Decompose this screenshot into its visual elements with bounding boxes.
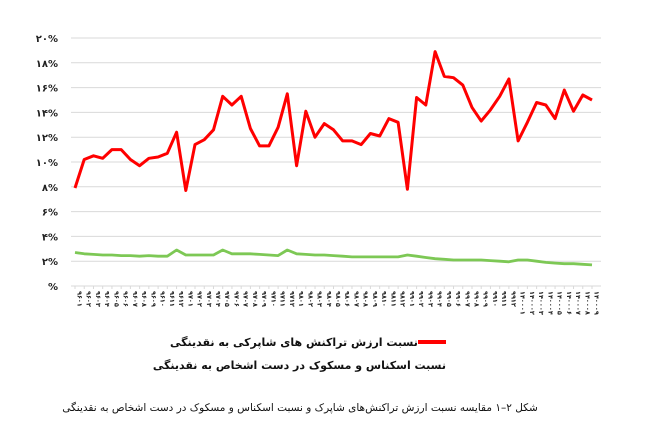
x-tick-label: ۹۸۰۵ [334, 291, 342, 307]
x-tick-label: ۹۸۰۸ [362, 291, 370, 307]
x-tick-label: ۹۶۰۹ [149, 291, 157, 307]
x-tick-label: ۱۴۰۰۰۹ [593, 291, 601, 315]
x-tick-label: ۹۹۰۵ [445, 291, 453, 307]
x-tick-label: ۹۸۰۳ [316, 291, 324, 307]
x-tick-label: ۹۶۰۵ [112, 291, 120, 307]
x-tick-label: ۹۹۰۳ [426, 291, 434, 307]
y-tick-label: ۶% [42, 208, 58, 219]
x-tick-label: ۹۸۰۲ [306, 291, 314, 307]
x-tick-label: ۹۹۰۶ [454, 291, 462, 307]
x-tick-label: ۹۶۰۳ [94, 291, 102, 307]
x-tick-label: ۹۸۰۹ [371, 291, 379, 307]
x-tick-label: ۹۹۱۰ [491, 291, 499, 307]
x-tick-label: ۹۸۰۷ [352, 291, 360, 307]
x-tick-label: ۹۶۰۸ [140, 291, 148, 307]
legend-item-shaparak: نسبت ارزش تراکنش های شاپرکی به نقدینگی [170, 332, 450, 352]
x-tick-label: ۹۸۱۱ [389, 291, 397, 307]
y-tick-label: ۱۶% [36, 84, 58, 95]
x-tick-label: ۹۹۱۱ [500, 291, 508, 307]
x-tick-label: ۹۷۰۵ [223, 291, 231, 307]
x-tick-label: ۹۸۰۱ [297, 291, 305, 307]
y-tick-label: ۱۴% [36, 108, 58, 119]
x-tick-label: ۹۷۰۴ [214, 291, 222, 307]
x-tick-label: ۹۷۰۷ [242, 291, 250, 307]
y-tick-label: ۱۲% [36, 133, 58, 144]
x-tick-label: ۹۷۱۰ [269, 291, 277, 307]
x-tick-label: ۱۴۰۰۰۳ [537, 291, 545, 315]
legend-label: نسبت اسکناس و مسکوک در دست اشخاص به نقدی… [152, 358, 446, 372]
y-tick-label: % [48, 282, 58, 293]
x-tick-label: ۹۶۰۶ [122, 291, 130, 307]
x-tick-label: ۱۴۰۰۰۷ [574, 291, 582, 315]
x-tick-label: ۹۹۱۲ [509, 291, 517, 307]
x-tick-label: ۹۶۱۰ [159, 291, 167, 307]
x-tick-label: ۹۹۰۹ [482, 291, 490, 307]
x-tick-label: ۱۴۰۰۰۸ [583, 291, 591, 315]
y-tick-label: ۱۸% [36, 59, 58, 70]
x-tick-label: ۹۶۰۷ [131, 291, 139, 307]
series-line-0 [73, 50, 593, 192]
y-tick-label: ۱۰% [36, 158, 58, 169]
x-tick-label: ۹۷۰۶ [232, 291, 240, 307]
x-tick-label: ۹۶۰۲ [85, 291, 93, 307]
x-tick-label: ۹۹۰۷ [463, 291, 471, 307]
legend-label: نسبت ارزش تراکنش های شاپرکی به نقدینگی [170, 335, 418, 349]
y-tick-label: ۸% [42, 183, 58, 194]
y-tick-label: ۲% [42, 257, 58, 268]
x-tick-label: ۱۴۰۰۰۴ [546, 291, 554, 315]
x-tick-label: ۹۸۱۰ [380, 291, 388, 307]
x-tick-label: ۹۶۱۲ [177, 291, 185, 307]
x-tick-label: ۹۷۰۹ [260, 291, 268, 307]
x-tick-label: ۹۸۰۴ [325, 291, 333, 307]
x-tick-label: ۹۹۰۴ [436, 291, 444, 307]
x-tick-label: ۱۴۰۰۰۲ [528, 291, 536, 315]
x-tick-label: ۹۷۱۱ [279, 291, 287, 307]
x-tick-label: ۱۴۰۰۰۵ [556, 291, 564, 315]
series-line-1 [74, 248, 593, 267]
y-tick-label: ۲۰% [36, 34, 58, 45]
x-tick-label: ۹۹۰۸ [472, 291, 480, 307]
x-tick-label: ۹۷۰۳ [205, 291, 213, 307]
x-tick-label: ۹۷۰۸ [251, 291, 259, 307]
x-tick-label: ۱۴۰۰۰۶ [565, 291, 573, 315]
line-chart: %۲%۴%۶%۸%۱۰%۱۲%۱۴%۱۶%۱۸%۲۰%۹۶۰۱ ۹۶۰۲ ۹۶۰۳ ۹… [36, 34, 601, 315]
x-tick-label: ۹۷۱۲ [288, 291, 296, 307]
x-tick-label: ۹۷۰۲ [196, 291, 204, 307]
figure-caption: شکل ۲–۱ مقایسه نسبت ارزش تراکنش‌های شاپر… [62, 402, 538, 414]
x-tick-label: ۹۶۰۴ [103, 291, 111, 307]
x-tick-label: ۹۷۰۱ [186, 291, 194, 307]
x-tick-label: ۹۹۰۱ [408, 291, 416, 307]
legend-swatch-red [417, 340, 446, 344]
legend-item-cash: نسبت اسکناس و مسکوک در دست اشخاص به نقدی… [153, 355, 450, 375]
x-tick-label: ۹۶۰۱ [76, 291, 84, 307]
y-tick-label: ۴% [42, 232, 58, 243]
x-tick-label: ۹۶۱۱ [168, 291, 176, 307]
x-tick-label: ۹۸۰۶ [343, 291, 351, 307]
x-tick-label: ۹۹۰۲ [417, 291, 425, 307]
x-tick-label: ۱۴۰۰۰۱ [519, 291, 527, 315]
x-tick-label: ۹۸۱۲ [399, 291, 407, 307]
